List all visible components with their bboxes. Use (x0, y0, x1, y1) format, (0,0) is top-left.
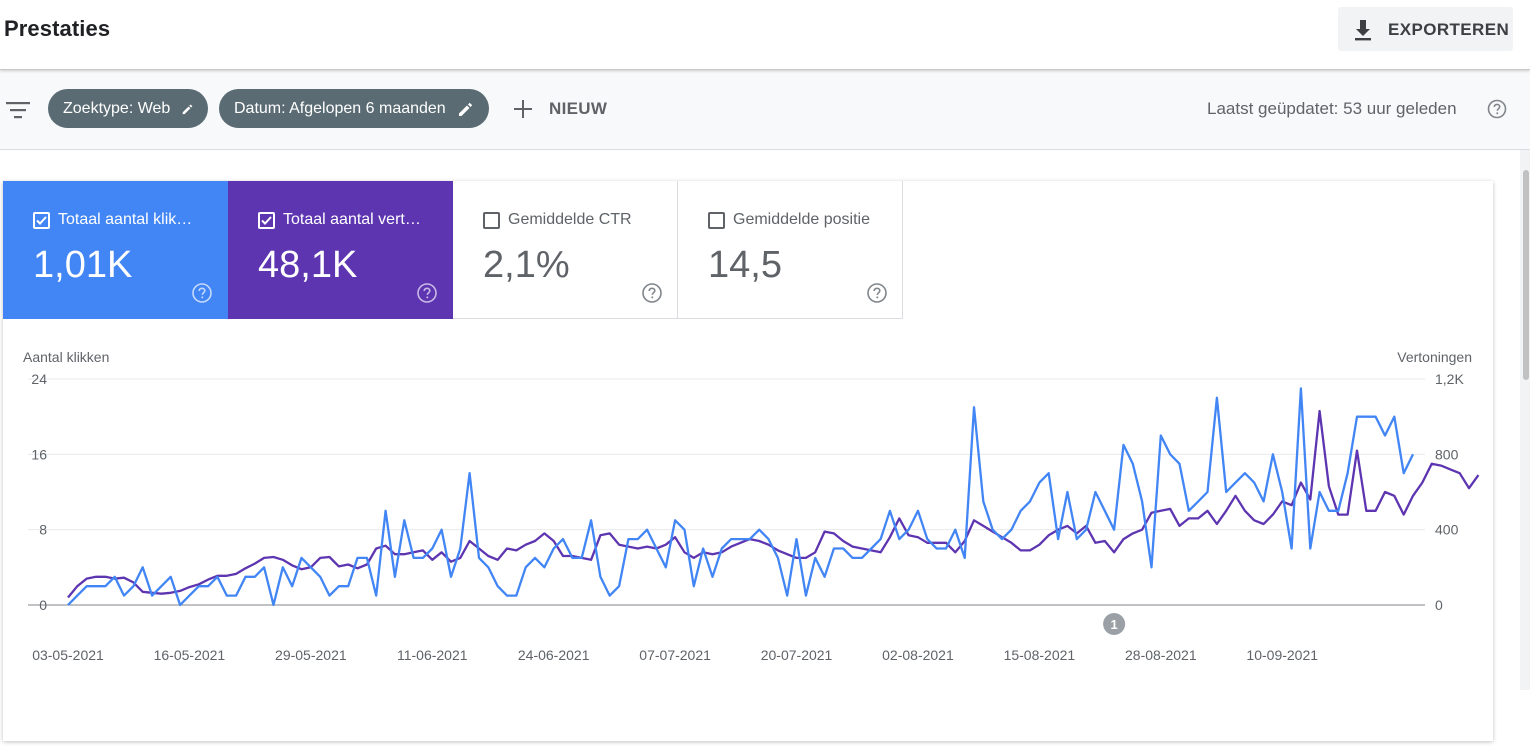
help-icon[interactable] (866, 282, 888, 304)
export-label: EXPORTEREN (1388, 20, 1510, 39)
x-tick-label: 02-08-2021 (882, 647, 954, 663)
x-tick-label: 24-06-2021 (518, 647, 590, 663)
x-tick-label: 11-06-2021 (397, 647, 468, 663)
series-line-impressions (67, 409, 1480, 599)
checkbox-unchecked-icon[interactable] (708, 212, 725, 229)
checkbox-checked-icon[interactable] (33, 212, 50, 229)
metric-ctr-label: Gemiddelde CTR (508, 211, 632, 228)
metric-position-label: Gemiddelde positie (733, 211, 870, 228)
y-right-tick-label: 400 (1435, 522, 1459, 538)
help-icon[interactable] (641, 282, 663, 304)
y-left-tick-label: 0 (39, 597, 47, 613)
edit-icon (458, 102, 472, 116)
new-filter-label: NIEUW (549, 99, 608, 118)
y-right-tick-label: 0 (1435, 597, 1443, 613)
metric-impressions-label: Totaal aantal vert… (283, 211, 421, 228)
page-title: Prestaties (4, 16, 111, 41)
x-tick-label: 15-08-2021 (1004, 647, 1076, 663)
top-app-bar: Prestaties EXPORTEREN (0, 0, 1530, 70)
x-tick-label: 20-07-2021 (761, 647, 833, 663)
metric-ctr-value: 2,1% (483, 244, 570, 286)
chip-date-range-label: Datum: Afgelopen 6 maanden (234, 99, 446, 117)
help-icon[interactable] (416, 282, 438, 304)
annotation-label: 1 (1110, 617, 1117, 632)
metric-position-value: 14,5 (708, 244, 782, 286)
metric-clicks-label: Totaal aantal klik… (58, 211, 193, 228)
scrollbar-track[interactable] (1520, 150, 1530, 690)
y-axis-left-label: Aantal klikken (23, 349, 109, 365)
edit-icon (183, 103, 193, 114)
checkbox-unchecked-icon[interactable] (483, 212, 500, 229)
checkbox-checked-icon[interactable] (258, 212, 275, 229)
y-left-tick-label: 8 (39, 522, 47, 538)
chart-gridlines (28, 378, 1425, 606)
last-updated-text: Laatst geüpdatet: 53 uur geleden (1207, 99, 1457, 118)
x-tick-label: 16-05-2021 (154, 647, 226, 663)
x-tick-label: 28-08-2021 (1125, 647, 1197, 663)
metric-impressions-value: 48,1K (258, 244, 358, 286)
metric-average-position[interactable]: Gemiddelde positie 14,5 (678, 181, 903, 319)
metric-clicks-value: 1,01K (33, 244, 133, 286)
y-axis-right-ticks: 0 400 800 1,2K (1435, 371, 1464, 613)
performance-chart[interactable]: Aantal klikken Vertoningen 0 8 16 24 0 400 80… (3, 331, 1493, 671)
help-icon[interactable] (1487, 99, 1507, 119)
filter-list-icon[interactable] (6, 100, 30, 120)
x-tick-label: 07-07-2021 (639, 647, 711, 663)
new-filter-button[interactable]: NIEUW (512, 96, 607, 122)
series-line-clicks (67, 387, 1415, 607)
y-axis-left-ticks: 0 8 16 24 (31, 371, 47, 613)
annotation-marker[interactable] (1103, 613, 1126, 635)
metric-average-ctr[interactable]: Gemiddelde CTR 2,1% (453, 181, 678, 319)
scrollbar-thumb[interactable] (1523, 170, 1529, 380)
x-tick-label: 29-05-2021 (275, 647, 347, 663)
chip-search-type[interactable]: Zoektype: Web (48, 89, 208, 128)
x-axis-ticks: 03-05-2021 16-05-2021 29-05-2021 11-06-2021… (32, 647, 1318, 663)
metric-total-clicks[interactable]: Totaal aantal klik… 1,01K (3, 181, 228, 319)
chip-search-type-label: Zoektype: Web (63, 99, 171, 117)
y-right-tick-label: 1,2K (1435, 371, 1464, 387)
chart-series (67, 387, 1480, 607)
metric-total-impressions[interactable]: Totaal aantal vert… 48,1K (228, 181, 453, 319)
export-button[interactable]: EXPORTEREN (1338, 7, 1513, 51)
x-tick-label: 03-05-2021 (32, 647, 104, 663)
plus-icon (514, 100, 532, 118)
y-left-tick-label: 16 (31, 446, 47, 462)
chip-date-range[interactable]: Datum: Afgelopen 6 maanden (219, 89, 489, 128)
y-axis-right-label: Vertoningen (1397, 349, 1472, 365)
chart-annotations[interactable]: 1 (1103, 613, 1126, 635)
y-right-tick-label: 800 (1435, 446, 1459, 462)
y-left-tick-label: 24 (31, 371, 47, 387)
help-icon[interactable] (191, 282, 213, 304)
download-icon (1355, 20, 1371, 41)
x-tick-label: 10-09-2021 (1246, 647, 1318, 663)
filter-bar: Zoektype: Web Datum: Afgelopen 6 maanden… (0, 70, 1530, 150)
performance-card: Totaal aantal klik… 1,01K Totaal aantal … (3, 181, 1493, 741)
